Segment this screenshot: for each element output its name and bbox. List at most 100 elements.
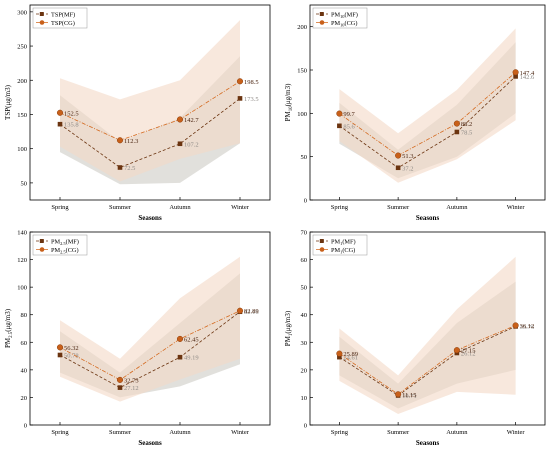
data-label-cg: 62.45 [184,336,199,343]
band-cg-pm10 [339,28,516,183]
chart-panel-pm10: 0 50 100 150 200 Spring Summer Autumn Winter Seas… [284,4,546,222]
data-label-cg: 82.89 [244,308,259,315]
y-tick-label: 60 [21,340,28,347]
y-tick-label: 200 [17,78,27,85]
series-line-cg [339,71,516,156]
series-line-cg [59,310,241,381]
data-label-mf: 27.12 [124,385,139,392]
data-label-mf: 26.12 [461,350,476,357]
data-point-cg [236,78,244,85]
y-tick-label: 0 [24,423,27,430]
legend-marker-cg [319,20,325,25]
plot-frame [29,231,271,426]
data-label-mf: 72.5 [124,165,135,172]
y-tick-label: 50 [301,285,308,292]
legend-marker-cg [39,20,45,25]
data-point-cg [236,307,244,314]
legend-box [32,234,88,256]
data-label-mf: 142.6 [520,74,535,81]
chart-panel-pm1: 0 10 20 30 40 50 60 70 Spring Summer Autumn Winter S… [284,230,546,447]
y-axis-title: TSP(μg/m3) [4,84,12,120]
data-label-cg: 56.32 [64,345,79,352]
data-label-mf: 24.61 [343,355,358,362]
data-point-mf [395,165,401,171]
legend-marker-cg [39,247,45,252]
legend-label-cg: PM2.5(CG) [51,247,79,255]
legend-label-mf: PM10(MF) [331,11,358,19]
data-point-mf [337,123,342,129]
x-tick-label: Spring [51,204,69,211]
x-tick-label: Spring [331,204,349,211]
series-line-mf [59,311,241,389]
plot-frame [309,4,546,201]
y-tick-label: 20 [301,367,308,374]
data-point-cg [336,350,343,357]
y-tick-label: 60 [301,257,308,264]
series-line-mf [339,76,516,169]
data-point-mf [513,74,518,79]
series-line-cg [339,325,516,395]
series-line-mf [339,326,516,396]
data-label-mf: 85.6 [343,123,355,130]
plot-frame [29,4,271,201]
y-tick-label: 70 [301,230,308,237]
x-tick-label: Spring [331,429,349,436]
legend-marker-cg [319,247,325,252]
data-point-mf [337,354,342,360]
y-tick-label: 140 [17,230,27,237]
y-tick-label: 150 [297,68,307,75]
x-axis-title: Seasons [416,439,440,447]
data-point-mf [177,141,183,147]
chart-panel-tsp: 50 100 150 200 250 300 Spring Summer Autumn Winte… [4,4,271,222]
data-label-mf: 50.78 [64,352,79,359]
data-point-mf [117,165,123,170]
y-tick-label: 0 [304,423,307,430]
data-point-cg [512,69,519,76]
legend-marker-mf [39,12,44,16]
y-tick-label: 40 [301,312,308,319]
legend-box [312,7,368,29]
x-tick-label: Autumn [169,429,191,436]
x-tick-label: Autumn [446,429,468,436]
data-label-mf: 107.2 [184,141,199,148]
data-label-cg: 32.73 [124,377,139,384]
x-tick-label: Autumn [446,204,468,211]
data-label-cg: 51.3 [402,153,413,160]
x-tick-label: Winter [507,429,526,436]
legend-box [32,7,88,29]
y-tick-label: 200 [297,24,307,31]
data-point-cg [453,120,460,127]
data-label-mf: 35.76 [520,324,535,331]
y-tick-label: 50 [301,154,308,161]
data-point-mf [237,96,243,101]
data-point-cg [116,137,124,144]
legend-box [312,234,368,256]
chart-panel-pm25: 0 20 40 60 80 100 120 140 Spring Summer Autumn Wint… [4,230,271,447]
y-tick-label: 30 [301,340,308,347]
data-label-cg: 27.15 [461,348,476,355]
y-axis-title: PM1(μg/m3) [284,310,294,346]
data-label-mf: 37.2 [402,165,413,172]
x-tick-label: Summer [387,204,410,211]
legend-label-mf: TSP(MF) [51,11,75,18]
x-tick-label: Autumn [169,204,191,211]
y-tick-label: 100 [17,285,27,292]
x-axis-title: Seasons [138,214,162,222]
series-line-mf [59,98,241,168]
data-point-cg [56,344,64,351]
x-tick-label: Summer [109,429,132,436]
y-tick-label: 20 [21,395,28,402]
data-point-cg [395,391,402,398]
band-cg-tsp [60,20,240,182]
x-axis-title: Seasons [416,214,440,222]
y-tick-label: 50 [21,180,28,187]
series-line-cg [59,80,241,141]
data-label-mf: 82.16 [244,309,259,316]
y-tick-label: 0 [304,198,307,205]
legend-marker-mf [319,239,324,243]
x-axis-title: Seasons [138,439,162,447]
data-point-cg [336,110,343,117]
data-point-cg [512,322,519,329]
x-tick-label: Winter [231,204,250,211]
